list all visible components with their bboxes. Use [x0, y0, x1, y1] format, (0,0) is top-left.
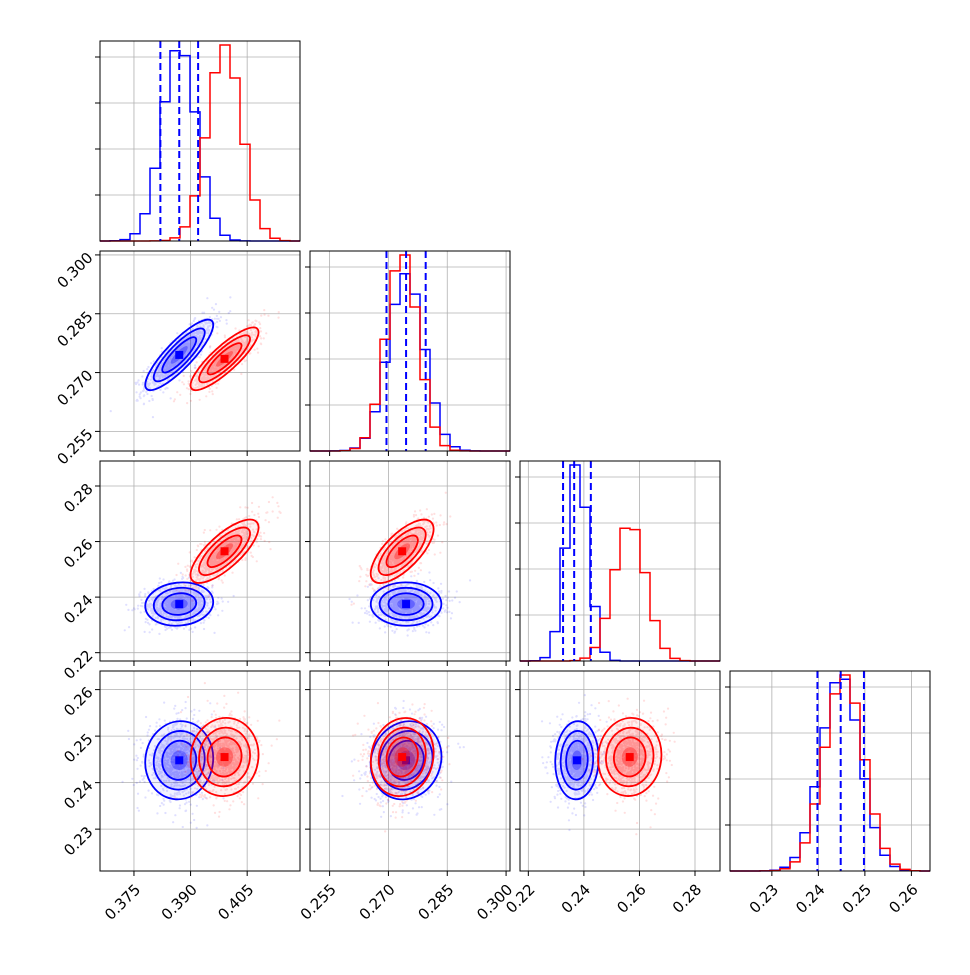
panel-frame: [309, 460, 511, 662]
panel-frame: [99, 250, 301, 452]
y-tick-label: 0.28: [60, 480, 96, 516]
density-peak: [175, 350, 184, 359]
y-tick-label: 0.23: [60, 823, 96, 859]
density-peak: [220, 547, 229, 556]
panel-frame: [309, 670, 511, 872]
x-tick-label: 0.24: [558, 881, 594, 917]
x-tick-label: 0.375: [101, 881, 144, 924]
panel-frame: [729, 670, 931, 872]
y-tick-label: 0.22: [60, 646, 96, 682]
density-peak: [625, 753, 634, 762]
panel-frame: [519, 460, 721, 662]
x-tick-label: 0.25: [839, 881, 875, 917]
y-tick-label: 0.24: [60, 591, 96, 627]
density-peak: [402, 600, 411, 609]
y-tick-label: 0.300: [53, 249, 96, 292]
panel-frame: [99, 40, 301, 242]
y-tick-label: 0.26: [60, 683, 96, 719]
panel-frame: [519, 670, 721, 872]
x-tick-label: 0.270: [356, 881, 399, 924]
density-peak: [572, 756, 581, 765]
x-tick-label: 0.390: [158, 881, 201, 924]
density-peak: [398, 753, 407, 762]
x-tick-label: 0.28: [669, 881, 705, 917]
x-tick-label: 0.405: [214, 881, 257, 924]
panel-frame: [99, 670, 301, 872]
x-tick-label: 0.255: [297, 881, 340, 924]
y-tick-label: 0.26: [60, 535, 96, 571]
density-peak: [398, 547, 407, 556]
panel-frame: [309, 250, 511, 452]
panel-frame: [99, 460, 301, 662]
histogram: [100, 44, 300, 242]
x-tick-label: 0.24: [792, 881, 828, 917]
y-tick-label: 0.285: [53, 308, 96, 351]
x-tick-label: 0.26: [885, 881, 921, 917]
y-tick-label: 0.255: [53, 425, 96, 468]
x-tick-label: 0.285: [414, 881, 457, 924]
density-peak: [175, 756, 184, 765]
y-tick-label: 0.25: [60, 730, 96, 766]
histogram: [310, 254, 510, 452]
y-tick-label: 0.24: [60, 776, 96, 812]
density-peak: [220, 753, 229, 762]
y-tick-label: 0.270: [53, 366, 96, 409]
x-tick-label: 0.26: [613, 880, 649, 916]
density-peak: [175, 600, 184, 609]
histogram: [730, 674, 930, 872]
density-peak: [220, 354, 229, 363]
x-tick-label: 0.23: [746, 881, 782, 917]
